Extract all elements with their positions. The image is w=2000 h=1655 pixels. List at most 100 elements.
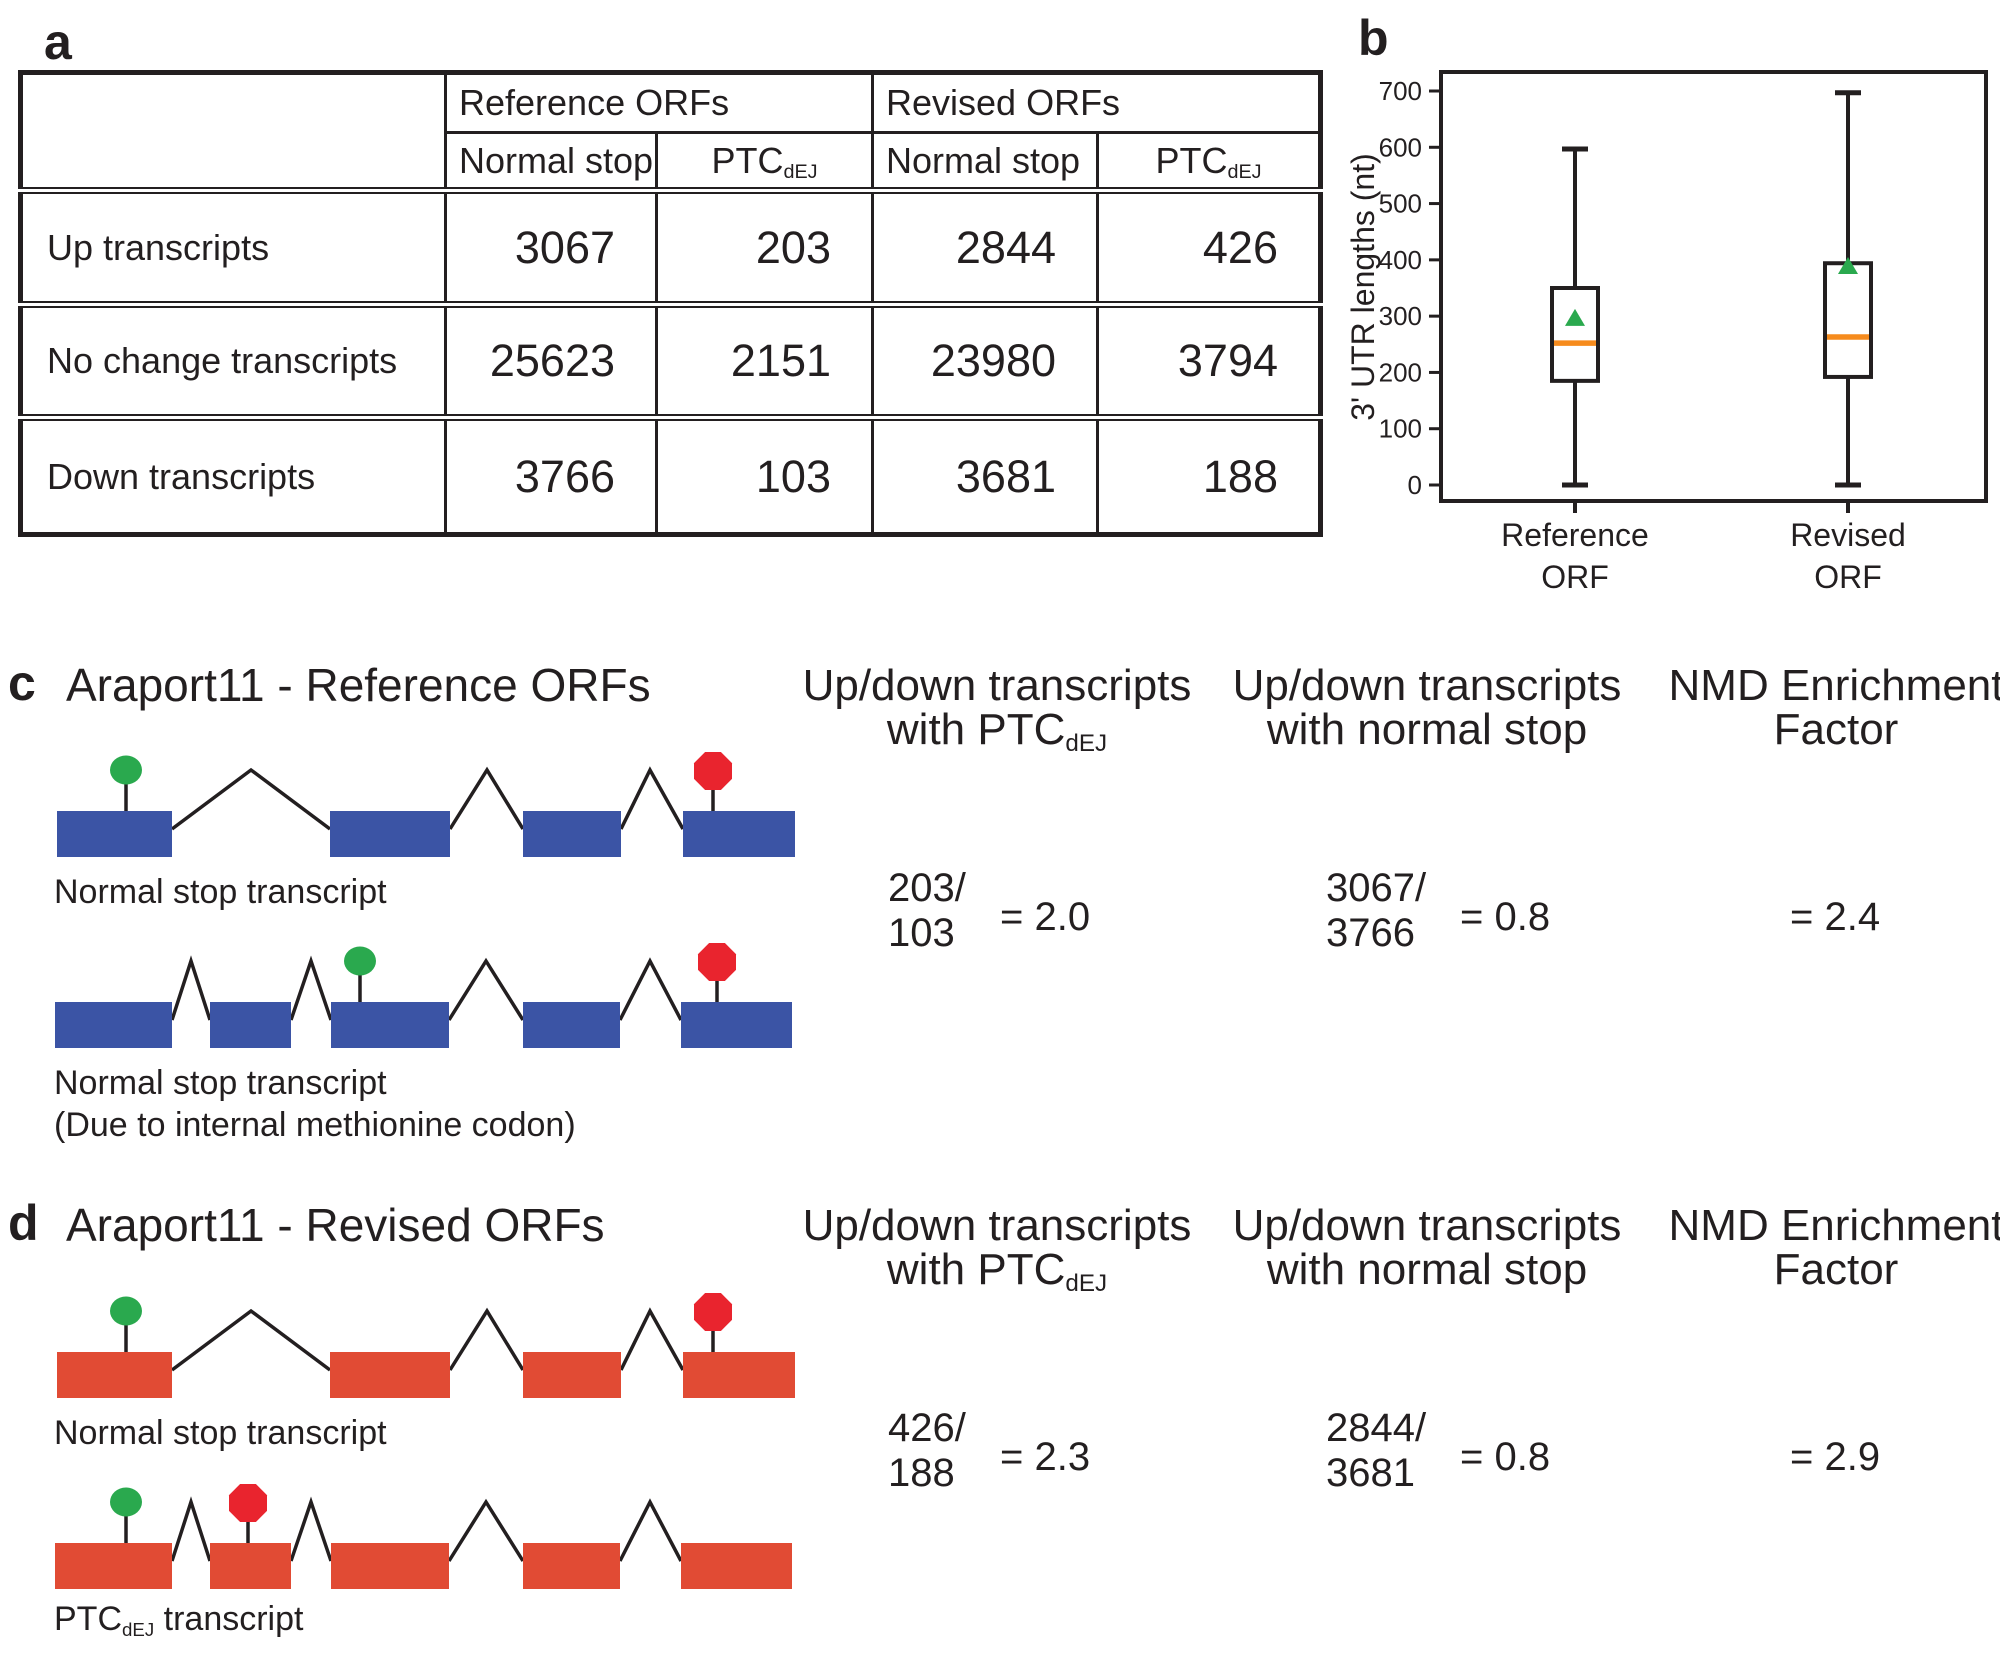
- gene-model-reference-internal-met: [55, 943, 792, 1048]
- cell-value: 103: [655, 414, 874, 536]
- header-updown-normal-stop: Up/down transcripts with normal stop: [1167, 1204, 1687, 1292]
- normal-stop-header: Normal stop: [871, 131, 1099, 192]
- cell-value: 188: [1096, 414, 1322, 536]
- ptc-subscript: dEJ: [1065, 730, 1108, 758]
- svg-text:100: 100: [1379, 414, 1422, 444]
- header-line2: with PTCdEJ: [886, 1245, 1108, 1298]
- cell-value: 426: [1096, 187, 1322, 306]
- header-line2: with normal stop: [1266, 705, 1588, 754]
- svg-text:0: 0: [1408, 470, 1422, 500]
- cell-value: 3766: [444, 414, 658, 536]
- header-nmd-enrichment: NMD Enrichment Factor: [1576, 1204, 2000, 1292]
- ratio-ptc-c: 203/ 103: [888, 866, 966, 956]
- table-row-up-transcripts: Up transcripts 3067 203 2844 426: [19, 187, 1322, 306]
- row-label: Down transcripts: [19, 414, 447, 536]
- ratio-normal-stop-result-c: = 0.8: [1460, 895, 1551, 939]
- ptc-subscript: dEJ: [783, 161, 818, 184]
- row-label: Up transcripts: [19, 187, 447, 306]
- header-line1: NMD Enrichment: [1668, 661, 2000, 710]
- ratio-denominator: 3766: [1326, 911, 1415, 955]
- cell-value: 25623: [444, 301, 658, 419]
- header-line1: Up/down transcripts: [1232, 661, 1622, 710]
- cell-value: 203: [655, 187, 874, 306]
- gene-model-revised-normal-stop: [57, 1293, 795, 1398]
- header-line2: with normal stop: [1266, 1245, 1588, 1294]
- ptc-subscript: dEJ: [1227, 161, 1262, 184]
- ratio-denominator: 188: [888, 1451, 955, 1495]
- table-group-header-row: Reference ORFs Revised ORFs: [19, 71, 1322, 192]
- transcript-label: Normal stop transcript (Due to internal …: [54, 1062, 576, 1146]
- header-updown-ptc: Up/down transcripts with PTCdEJ: [737, 1204, 1257, 1299]
- table-sub-header-row: Normal stop PTCdEJ Normal stop PTCdEJ: [21, 131, 1322, 192]
- svg-text:Reference: Reference: [1501, 517, 1649, 553]
- ratio-numerator: 426/: [888, 1406, 966, 1450]
- ratio-normal-stop-c: 3067/ 3766: [1326, 866, 1426, 956]
- table-corner-cell: [19, 71, 447, 192]
- ptc-subscript: dEJ: [122, 1618, 155, 1640]
- svg-text:ORF: ORF: [1541, 559, 1609, 595]
- ptc-base: PTC: [1155, 139, 1228, 181]
- ratio-ptc-result-d: = 2.3: [1000, 1435, 1091, 1479]
- header-updown-ptc: Up/down transcripts with PTCdEJ: [737, 664, 1257, 759]
- ratio-numerator: 2844/: [1326, 1406, 1427, 1450]
- transcript-label-line2: (Due to internal methionine codon): [54, 1106, 576, 1144]
- nmd-enrichment-result-c: = 2.4: [1790, 895, 1881, 939]
- cell-value: 2151: [655, 301, 874, 419]
- ptc-dej-header: PTCdEJ: [1096, 131, 1322, 192]
- transcript-label: Normal stop transcript: [54, 1414, 387, 1452]
- ratio-normal-stop-d: 2844/ 3681: [1326, 1406, 1426, 1496]
- ratio-denominator: 3681: [1326, 1451, 1415, 1495]
- cell-value: 3681: [871, 414, 1099, 536]
- svg-text:400: 400: [1379, 245, 1422, 275]
- panel-a-label: a: [44, 14, 72, 70]
- panel-c-title: Araport11 - Reference ORFs: [66, 659, 651, 711]
- cell-value: 23980: [871, 301, 1099, 419]
- header-line2: with PTCdEJ: [886, 705, 1108, 758]
- ptc-dej-header: PTCdEJ: [655, 131, 874, 192]
- normal-stop-header: Normal stop: [444, 131, 658, 192]
- header-updown-normal-stop: Up/down transcripts with normal stop: [1167, 664, 1687, 752]
- ratio-normal-stop-result-d: = 0.8: [1460, 1435, 1551, 1479]
- header-line1: Up/down transcripts: [802, 1201, 1192, 1250]
- transcript-label-ptc: PTCdEJ transcript: [54, 1598, 303, 1645]
- header-line2: Factor: [1773, 1245, 1899, 1294]
- header-nmd-enrichment: NMD Enrichment Factor: [1576, 664, 2000, 752]
- nmd-enrichment-result-d: = 2.9: [1790, 1435, 1881, 1479]
- cell-value: 3067: [444, 187, 658, 306]
- header-line1: NMD Enrichment: [1668, 1201, 2000, 1250]
- row-label: No change transcripts: [19, 301, 447, 419]
- transcript-label: Normal stop transcript: [54, 873, 387, 911]
- table-row-down-transcripts: Down transcripts 3766 103 3681 188: [19, 414, 1322, 536]
- ratio-numerator: 3067/: [1326, 866, 1427, 910]
- svg-text:500: 500: [1379, 189, 1422, 219]
- svg-text:3' UTR lengths (nt): 3' UTR lengths (nt): [1350, 153, 1381, 421]
- gene-model-revised-ptc-dej: [55, 1484, 792, 1589]
- header-line1: Up/down transcripts: [1232, 1201, 1622, 1250]
- transcript-label-line1: Normal stop transcript: [54, 1064, 387, 1102]
- svg-text:600: 600: [1379, 132, 1422, 162]
- cell-value: 2844: [871, 187, 1099, 306]
- ptc-base: PTC: [711, 139, 784, 181]
- svg-text:ORF: ORF: [1814, 559, 1882, 595]
- panel-b-label: b: [1358, 10, 1389, 66]
- panel-d-label: d: [8, 1195, 39, 1251]
- table-row-no-change-transcripts: No change transcripts 25623 2151 23980 3…: [19, 301, 1322, 419]
- header-line1: Up/down transcripts: [802, 661, 1192, 710]
- ptc-base: PTC: [54, 1600, 122, 1638]
- ratio-ptc-d: 426/ 188: [888, 1406, 966, 1496]
- reference-orfs-header: Reference ORFs: [444, 71, 874, 134]
- revised-orfs-header: Revised ORFs: [871, 71, 1322, 134]
- ratio-numerator: 203/: [888, 866, 966, 910]
- svg-text:300: 300: [1379, 301, 1422, 331]
- cell-value: 3794: [1096, 301, 1322, 419]
- ratio-denominator: 103: [888, 911, 955, 955]
- panel-c-label: c: [8, 655, 36, 711]
- svg-text:700: 700: [1379, 76, 1422, 106]
- utr-length-boxplot: 0 100 200 300 400 500 600 700 3' UTR lengths (nt…: [1350, 70, 1988, 595]
- ratio-ptc-result-c: = 2.0: [1000, 895, 1091, 939]
- panel-d-title: Araport11 - Revised ORFs: [66, 1199, 605, 1251]
- header-line2: Factor: [1773, 705, 1899, 754]
- gene-model-reference-normal-stop: [57, 752, 795, 857]
- transcript-counts-table: Reference ORFs Revised ORFs Normal stop …: [18, 70, 1323, 537]
